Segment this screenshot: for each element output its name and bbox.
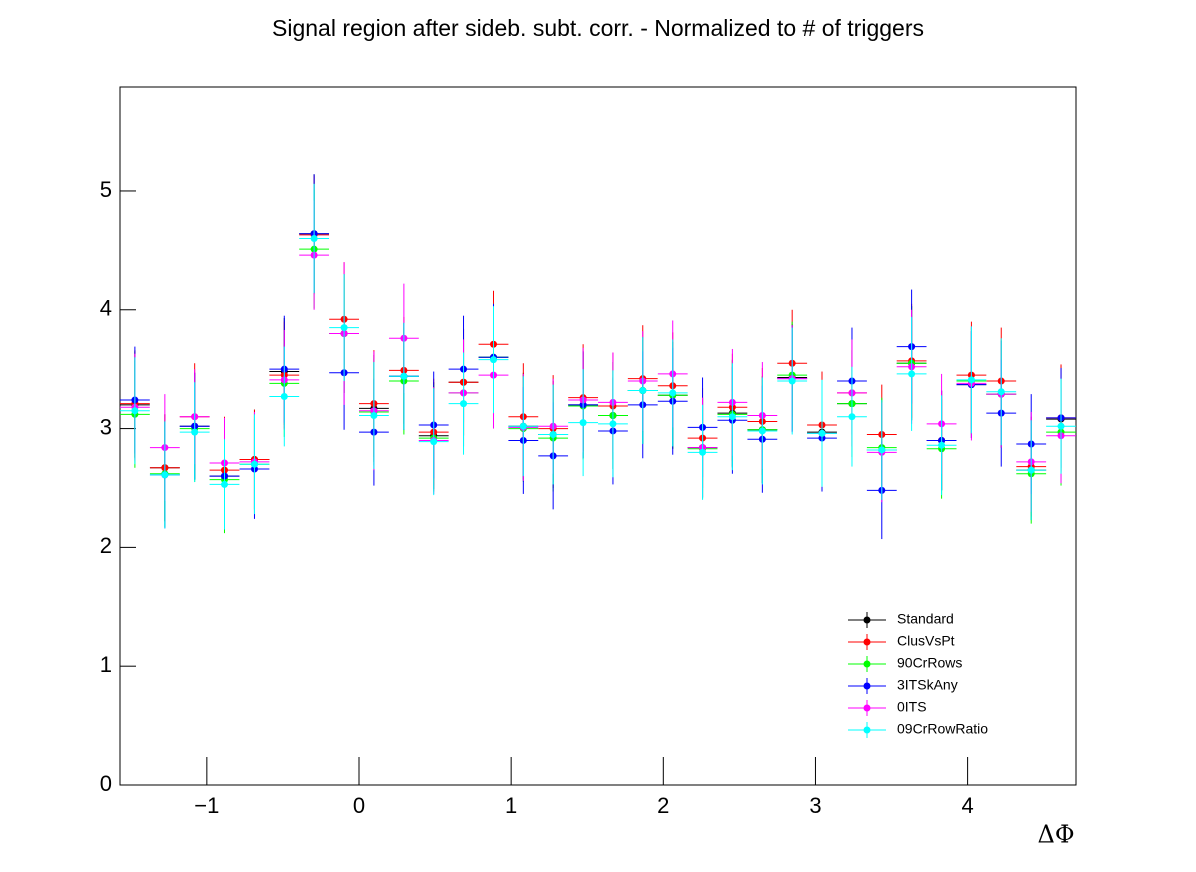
legend-marker [863,726,871,734]
legend-marker [863,660,871,668]
y-tick-label: 0 [100,771,112,796]
legend-label: Standard [897,611,954,627]
x-tick-label: 3 [809,793,821,818]
y-tick-label: 4 [100,296,112,321]
legend-label: 0ITS [897,699,927,715]
point [639,387,647,395]
point [370,412,378,420]
point [161,471,169,479]
point [1057,422,1065,430]
point [788,377,796,385]
point [669,389,677,397]
point [220,480,228,488]
x-tick-label: −1 [194,793,219,818]
point [549,431,557,439]
point [967,376,975,384]
point [340,324,348,332]
point [519,422,527,430]
point [728,413,736,421]
point [609,420,617,428]
chart-title: Signal region after sideb. subt. corr. -… [272,15,924,41]
plot-frame [119,86,1077,786]
legend-marker [863,704,871,712]
point [490,356,498,364]
point [818,429,826,437]
point [938,441,946,449]
point [848,413,856,421]
point [400,372,408,380]
point [699,448,707,456]
point [280,392,288,400]
point [250,460,258,468]
y-tick-label: 2 [100,533,112,558]
point [878,446,886,454]
point [1027,466,1035,474]
point [460,400,468,408]
x-axis-label: ΔΦ [1037,821,1074,849]
legend-label: ClusVsPt [897,633,955,649]
legend-marker [863,682,871,690]
point [997,388,1005,396]
point [908,370,916,378]
point [191,428,199,436]
legend-label: 09CrRowRatio [897,721,988,737]
x-tick-label: 1 [505,793,517,818]
legend-marker [863,616,871,624]
y-tick-label: 1 [100,652,112,677]
y-tick-label: 5 [100,177,112,202]
legend-label: 3ITSkAny [897,677,958,693]
point [131,407,139,415]
point [758,427,766,435]
x-tick-label: 4 [961,793,973,818]
x-tick-label: 2 [657,793,669,818]
x-tick-label: 0 [353,793,365,818]
legend-label: 90CrRows [897,655,962,671]
point [430,438,438,446]
y-tick-label: 3 [100,414,112,439]
point [310,234,318,242]
point [579,419,587,427]
legend-marker [863,638,871,646]
